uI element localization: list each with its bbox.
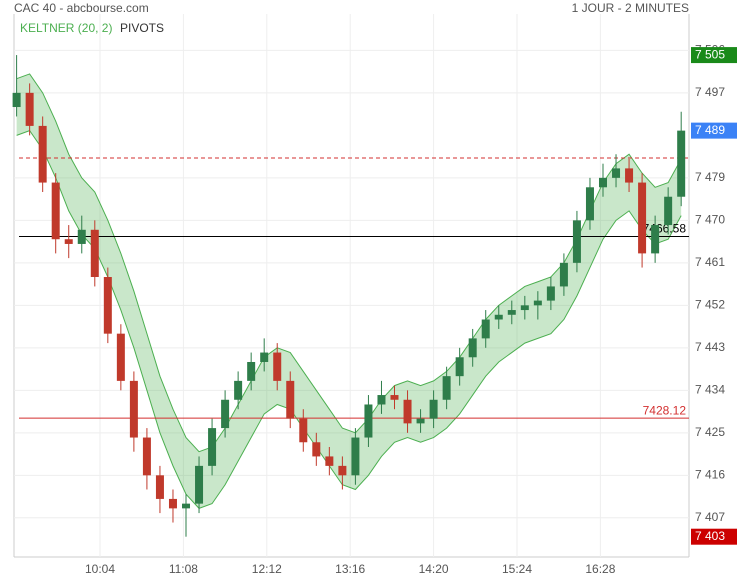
candle-body xyxy=(195,465,204,504)
candle-body xyxy=(260,352,269,362)
candle-body xyxy=(234,380,243,400)
candle-body xyxy=(38,125,47,183)
y-tick-label: 7 443 xyxy=(695,340,725,354)
candle-body xyxy=(572,220,581,263)
y-tick-label: 7 461 xyxy=(695,255,725,269)
x-tick-label: 15:24 xyxy=(502,562,532,576)
candle-body xyxy=(273,352,282,381)
candle-body xyxy=(442,376,451,400)
candle-body xyxy=(90,229,99,278)
y-tick-label: 7 497 xyxy=(695,85,725,99)
legend-entry: PIVOTS xyxy=(120,21,164,35)
candle-body xyxy=(664,196,673,226)
candle-body xyxy=(208,428,217,466)
candle-body xyxy=(364,404,373,438)
candle-body xyxy=(221,399,230,429)
y-tick-label: 7 407 xyxy=(695,510,725,524)
candle-body xyxy=(129,380,138,438)
candle-body xyxy=(638,182,647,254)
candle-body xyxy=(651,225,660,254)
candle-body xyxy=(585,187,594,221)
candle-body xyxy=(481,319,490,339)
x-tick-label: 10:04 xyxy=(85,562,115,576)
price-badge-label: 7 489 xyxy=(695,123,725,137)
price-badge xyxy=(691,528,737,545)
candle-body xyxy=(325,456,334,466)
price-badge-label: 7 505 xyxy=(695,47,725,61)
chart-subtitle: 1 JOUR - 2 MINUTES xyxy=(572,1,689,15)
price-badge-label: 7 403 xyxy=(695,529,725,543)
candle-body xyxy=(416,418,425,424)
y-tick-label: 7 479 xyxy=(695,170,725,184)
candle-body xyxy=(64,239,73,244)
candle-body xyxy=(390,395,399,400)
chart-title: CAC 40 - abcbourse.com xyxy=(14,1,149,15)
candle-body xyxy=(168,498,177,509)
keltner-upper xyxy=(16,73,682,453)
candle-body xyxy=(155,475,164,499)
candle-body xyxy=(51,182,60,240)
candle-body xyxy=(403,399,412,424)
candle-body xyxy=(351,437,360,476)
x-tick-label: 16:28 xyxy=(585,562,615,576)
candle-body xyxy=(77,229,86,244)
candle-body xyxy=(533,300,542,306)
price-badge xyxy=(691,47,737,64)
candle-body xyxy=(612,168,621,178)
candle-body xyxy=(116,333,125,381)
candle-body xyxy=(625,168,634,183)
candle-body xyxy=(507,310,516,315)
y-tick-label: 7 452 xyxy=(695,298,725,312)
pivot-label: 7428.12 xyxy=(643,403,687,417)
candle-body xyxy=(520,305,529,311)
candle-body xyxy=(286,380,295,419)
candle-body xyxy=(455,357,464,377)
candle-body xyxy=(598,177,607,188)
candle-body xyxy=(182,503,191,509)
candle-body xyxy=(429,399,438,419)
candle-body xyxy=(546,286,555,301)
candle-body xyxy=(494,314,503,320)
candle-body xyxy=(468,338,477,358)
y-tick-label: 7 425 xyxy=(695,425,725,439)
candle-body xyxy=(677,130,686,197)
candle-body xyxy=(142,437,151,476)
keltner-lower xyxy=(16,130,682,509)
candle-body xyxy=(25,92,34,126)
candle-body xyxy=(12,92,21,108)
candle-body xyxy=(312,442,321,457)
candle-body xyxy=(103,277,112,334)
candle-body xyxy=(299,418,308,443)
legend-entry: KELTNER (20, 2) xyxy=(20,21,112,35)
x-tick-label: 14:20 xyxy=(419,562,449,576)
candle-body xyxy=(247,361,256,381)
x-tick-label: 12:12 xyxy=(252,562,282,576)
candle-body xyxy=(338,465,347,476)
price-badge xyxy=(691,122,737,139)
y-tick-label: 7 470 xyxy=(695,213,725,227)
y-tick-label: 7 416 xyxy=(695,467,725,481)
candle-body xyxy=(377,395,386,405)
x-tick-label: 11:08 xyxy=(169,562,198,576)
candle-body xyxy=(559,262,568,287)
y-tick-label: 7 434 xyxy=(695,382,725,396)
x-tick-label: 13:16 xyxy=(335,562,365,576)
